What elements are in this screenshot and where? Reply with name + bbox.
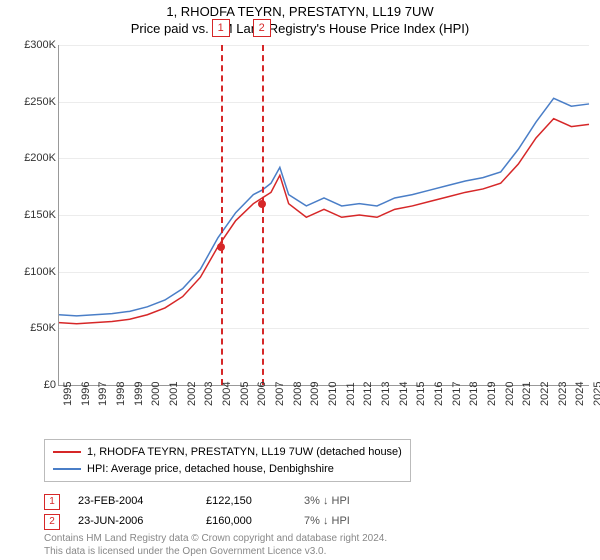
x-axis-label: 2013 [380,382,392,406]
sale-num-box: 1 [44,494,60,510]
sale-table: 1 23-FEB-2004 £122,150 3% ↓ HPI 2 23-JUN-2006… [44,492,384,532]
sale-table-row: 2 23-JUN-2006 £160,000 7% ↓ HPI [44,512,384,532]
sale-table-row: 1 23-FEB-2004 £122,150 3% ↓ HPI [44,492,384,512]
y-axis-label: £250K [12,96,56,108]
x-axis-label: 2010 [327,382,339,406]
x-axis-label: 2002 [186,382,198,406]
x-axis-label: 2020 [504,382,516,406]
legend-item-2: HPI: Average price, detached house, Denb… [53,461,402,478]
plot-area: 12 [58,45,589,386]
x-axis-label: 2001 [168,382,180,406]
x-axis-label: 2022 [539,382,551,406]
x-axis-label: 1999 [133,382,145,406]
x-axis-label: 2009 [309,382,321,406]
legend-label-2: HPI: Average price, detached house, Denb… [87,461,334,478]
x-axis-label: 2000 [150,382,162,406]
x-axis-label: 1996 [80,382,92,406]
y-axis-label: £200K [12,152,56,164]
x-axis-label: 2017 [451,382,463,406]
x-axis-label: 2004 [221,382,233,406]
x-axis-label: 2014 [398,382,410,406]
legend-item-1: 1, RHODFA TEYRN, PRESTATYN, LL19 7UW (de… [53,444,402,461]
sale-date: 23-FEB-2004 [78,492,188,512]
x-axis-label: 2024 [574,382,586,406]
x-axis-label: 2025 [592,382,600,406]
x-axis-label: 2018 [468,382,480,406]
chart-title: 1, RHODFA TEYRN, PRESTATYN, LL19 7UW Pri… [0,0,600,38]
sale-price: £160,000 [206,512,286,532]
chart-area: 12 £0 £50K £100K £150K £200K £250K £300K 1995 19… [8,40,592,420]
x-axis-label: 1997 [97,382,109,406]
x-axis-label: 2011 [345,382,357,406]
x-axis-label: 2023 [557,382,569,406]
x-axis-label: 2007 [274,382,286,406]
chart-container: 1, RHODFA TEYRN, PRESTATYN, LL19 7UW Pri… [0,0,600,560]
x-axis-label: 2019 [486,382,498,406]
x-axis-label: 2015 [415,382,427,406]
x-axis-label: 1995 [62,382,74,406]
y-axis-label: £300K [12,39,56,51]
legend-swatch-2 [53,468,81,470]
y-axis-label: £50K [12,322,56,334]
y-axis-label: £150K [12,209,56,221]
sale-date: 23-JUN-2006 [78,512,188,532]
x-axis-label: 2005 [239,382,251,406]
footer-line-1: Contains HM Land Registry data © Crown c… [44,532,387,545]
sale-num-box: 2 [44,514,60,530]
x-axis-label: 2006 [256,382,268,406]
x-axis-label: 2021 [521,382,533,406]
y-axis-label: £0 [12,379,56,391]
sale-diff: 7% ↓ HPI [304,512,384,532]
sale-price: £122,150 [206,492,286,512]
legend-swatch-1 [53,451,81,453]
sale-marker-box: 2 [253,19,271,37]
y-axis-label: £100K [12,266,56,278]
x-axis-label: 2003 [203,382,215,406]
sale-marker-box: 1 [212,19,230,37]
x-axis-label: 2008 [292,382,304,406]
sale-dot [217,243,225,251]
footer: Contains HM Land Registry data © Crown c… [44,532,387,558]
x-axis-label: 2016 [433,382,445,406]
x-axis-label: 2012 [362,382,374,406]
title-line-1: 1, RHODFA TEYRN, PRESTATYN, LL19 7UW [0,4,600,21]
legend: 1, RHODFA TEYRN, PRESTATYN, LL19 7UW (de… [44,439,411,482]
sale-dot [258,200,266,208]
title-line-2: Price paid vs. HM Land Registry's House … [0,21,600,38]
sale-diff: 3% ↓ HPI [304,492,384,512]
legend-label-1: 1, RHODFA TEYRN, PRESTATYN, LL19 7UW (de… [87,444,402,461]
footer-line-2: This data is licensed under the Open Gov… [44,545,387,558]
x-axis-label: 1998 [115,382,127,406]
